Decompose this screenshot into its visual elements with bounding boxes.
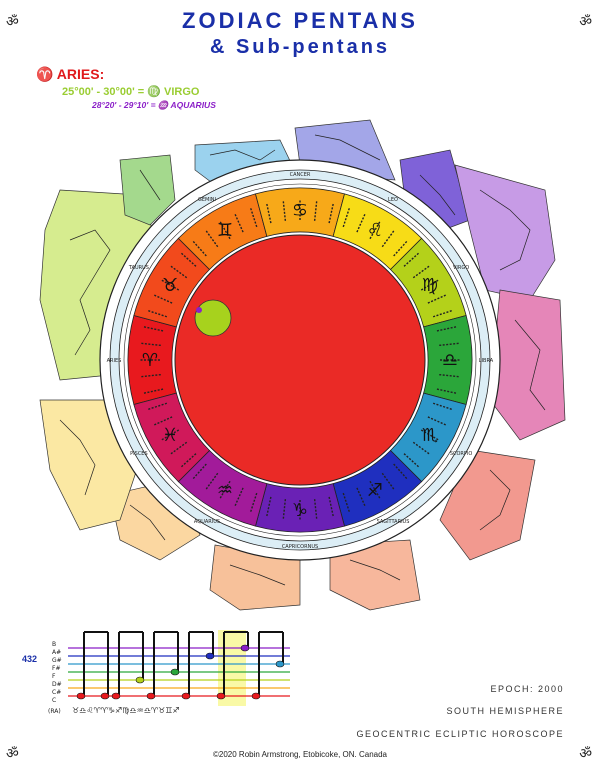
- constellation-name-libra: LIBRA: [479, 358, 494, 364]
- staff-bottom-label: (RA): [48, 708, 61, 715]
- page-subtitle: & Sub-pentans: [209, 36, 391, 58]
- sign-glyph-pisces: ♓: [162, 425, 178, 446]
- epoch-label: EPOCH: 2000: [490, 684, 564, 694]
- note-head: [111, 692, 121, 700]
- sign-glyph-aquarius: ♒: [217, 480, 233, 501]
- sign-glyph-cancer: ♋: [292, 200, 308, 221]
- aries-heading: ♈ ARIES:: [36, 66, 105, 82]
- note-head: [275, 660, 285, 668]
- subpentan-range: 28°20' - 29°10' = ♒ AQUARIUS: [92, 100, 216, 110]
- pentan-range: 25°00' - 30°00' = ♍ VIRGO: [62, 86, 200, 98]
- constellation-name-sagittarius: SAGITTARIUS: [377, 519, 410, 525]
- note-head: [205, 652, 215, 660]
- constellation-name-gemini: GEMINI: [198, 197, 216, 203]
- constellation-star-lines: [59, 134, 546, 586]
- note-head: [100, 692, 110, 700]
- om-symbol-bottom-right: ॐ: [579, 746, 592, 762]
- subpentan-marker: [196, 307, 202, 313]
- constellation-name-pisces: PISCES: [130, 451, 148, 457]
- pentan-marker: [194, 299, 232, 337]
- copyright: ©2020 Robin Armstrong, Etobicoke, ON. Ca…: [213, 750, 387, 759]
- constellation-name-taurus: TAURUS: [128, 265, 149, 271]
- note-head: [76, 692, 86, 700]
- sign-glyph-scorpio: ♏: [422, 425, 438, 446]
- constellation-name-scorpio: SCORPIO: [450, 451, 473, 457]
- staff-glyph-row: ♉♎♌♈♈♑♐♍♎♒♎♈♉♊♐: [72, 706, 180, 715]
- sign-glyph-gemini: ♊: [217, 220, 233, 241]
- constellation-name-leo: LEO: [388, 197, 398, 203]
- sign-glyph-capricorn: ♑: [292, 500, 308, 521]
- staff-note-labels: BA#G#F#FD#C#C: [52, 641, 62, 704]
- staff-note-label: D#: [52, 681, 62, 688]
- constellation-name-capricorn: CAPRICORNUS: [282, 544, 318, 550]
- horoscope-label: GEOCENTRIC ECLIPTIC HOROSCOPE: [356, 729, 564, 739]
- constellation-panel-ram: [439, 449, 536, 561]
- constellation-panel-scales: [119, 154, 176, 226]
- note-beams: [83, 631, 284, 696]
- note-head: [146, 692, 156, 700]
- staff-note-label: A#: [52, 649, 61, 656]
- sign-wedges: [127, 187, 473, 533]
- note-staff: BA#G#F#FD#C#C (RA) ♉♎♌♈♈♑♐♍♎♒♎♈♉♊♐: [48, 630, 290, 715]
- sign-glyph-sagittarius: ♐: [367, 480, 383, 501]
- staff-note-label: B: [52, 641, 56, 648]
- staff-note-label: C: [52, 697, 56, 704]
- sign-glyph-virgo: ♍: [422, 275, 438, 296]
- note-head: [181, 692, 191, 700]
- om-symbol-top-left: ॐ: [6, 14, 19, 30]
- sign-glyph-taurus: ♉: [162, 275, 178, 296]
- constellation-name-aquarius: AQUARIUS: [194, 519, 220, 525]
- note-head: [170, 668, 180, 676]
- constellation-panel-bull: [329, 539, 421, 611]
- constellation-panel-fish: [489, 289, 566, 441]
- note-head: [216, 692, 226, 700]
- note-head: [251, 692, 261, 700]
- constellation-name-virgo: VIRGO: [453, 265, 469, 271]
- sign-names: ARIES TAURUS GEMINI CANCER LEO VIRGO LIBRA SCOR…: [107, 172, 494, 550]
- sign-glyph-leo: ♌: [367, 220, 383, 241]
- staff-note-label: F: [52, 673, 56, 680]
- note-head: [135, 676, 145, 684]
- hemisphere-label: SOUTH HEMISPHERE: [446, 706, 564, 716]
- om-symbol-bottom-left: ॐ: [6, 746, 19, 762]
- note-heads: [76, 644, 285, 700]
- om-symbol-top-right: ॐ: [579, 14, 592, 30]
- frequency-label: 432: [22, 654, 38, 664]
- staff-note-label: G#: [52, 657, 62, 664]
- constellation-name-aries: ARIES: [107, 358, 122, 364]
- center-disc: [174, 234, 426, 486]
- staff-note-label: C#: [52, 689, 61, 696]
- zodiac-wheel: ♈ ♉ ♊ ♋ ♌ ♍ ♎ ♏ ♐ ♑ ♒ ♓ ARIES TAURUS GEMINI CANCER LEO V…: [39, 119, 566, 611]
- constellation-name-cancer: CANCER: [290, 172, 311, 178]
- sign-glyphs: ♈ ♉ ♊ ♋ ♌ ♍ ♎ ♏ ♐ ♑ ♒ ♓: [142, 200, 458, 521]
- page-title: ZODIAC PENTANS: [182, 8, 418, 33]
- sign-glyph-libra: ♎: [442, 350, 458, 371]
- note-head: [240, 644, 250, 652]
- sign-glyph-aries: ♈: [142, 350, 158, 371]
- staff-note-label: F#: [52, 665, 60, 672]
- sign-wedge-pisces: [133, 392, 211, 483]
